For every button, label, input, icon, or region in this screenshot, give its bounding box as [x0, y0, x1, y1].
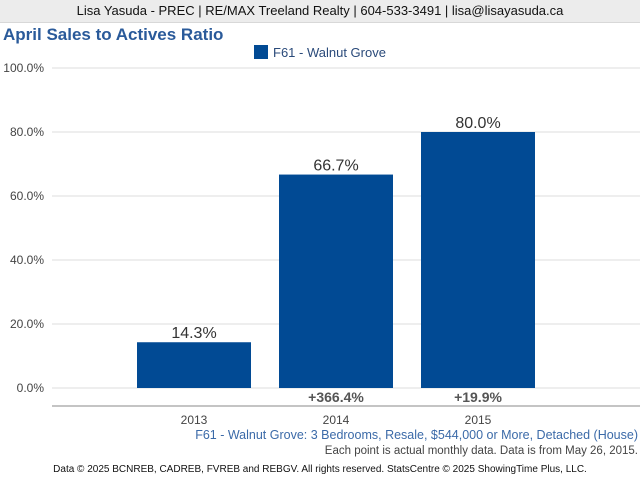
contact-header: Lisa Yasuda - PREC | RE/MAX Treeland Rea…	[0, 0, 640, 23]
legend-swatch	[254, 45, 269, 59]
x-tick-label: 2013	[181, 413, 208, 425]
legend-label: F61 - Walnut Grove	[273, 45, 386, 60]
y-tick-label: 80.0%	[10, 125, 44, 139]
y-axis-ticks: 0.0% 20.0% 40.0% 60.0% 80.0% 100.0%	[3, 61, 44, 395]
bar	[279, 174, 393, 388]
x-tick-label: 2015	[465, 413, 492, 425]
bar-value-labels: 14.3% 66.7% 80.0%	[171, 115, 500, 342]
change-label: +19.9%	[454, 389, 502, 405]
bar-chart: 0.0% 20.0% 40.0% 60.0% 80.0% 100.0% 14.3% 66.7…	[3, 61, 640, 425]
bar	[421, 132, 535, 388]
x-axis-ticks: 2013 2014 2015	[181, 413, 492, 425]
copyright-footer: Data © 2025 BCNREB, CADREB, FVREB and RE…	[53, 464, 587, 475]
change-label: +366.4%	[308, 389, 364, 405]
chart-subtitle: F61 - Walnut Grove: 3 Bedrooms, Resale, …	[195, 428, 638, 442]
y-tick-label: 40.0%	[10, 253, 44, 267]
bars	[137, 132, 535, 388]
x-tick-label: 2014	[323, 413, 350, 425]
chart-title: April Sales to Actives Ratio	[3, 25, 224, 44]
y-tick-label: 0.0%	[17, 381, 45, 395]
y-tick-label: 20.0%	[10, 317, 44, 331]
bar-value-label: 66.7%	[313, 158, 358, 175]
data-note: Each point is actual monthly data. Data …	[324, 445, 638, 457]
bar-value-label: 80.0%	[455, 115, 500, 132]
chart-legend: F61 - Walnut Grove	[0, 45, 640, 61]
bar-value-label: 14.3%	[171, 325, 216, 342]
bar	[137, 342, 251, 388]
y-tick-label: 60.0%	[10, 189, 44, 203]
change-labels: +366.4% +19.9%	[308, 389, 502, 405]
y-tick-label: 100.0%	[3, 61, 44, 75]
